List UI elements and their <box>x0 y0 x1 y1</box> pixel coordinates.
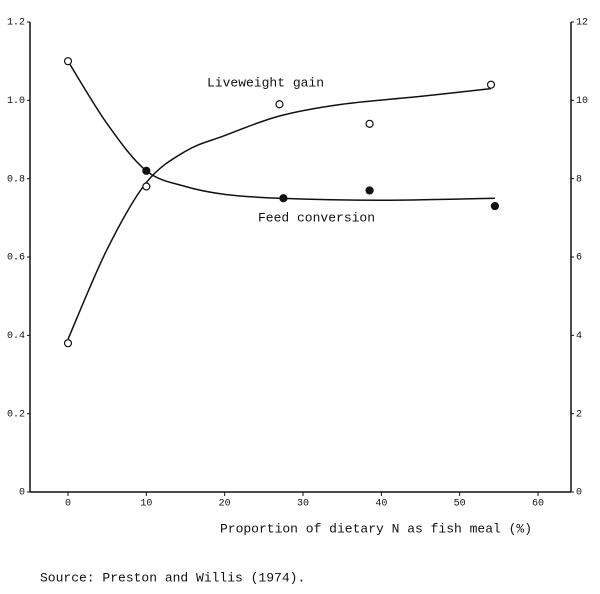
data-point <box>365 186 374 195</box>
data-point <box>486 80 496 89</box>
x-tick-label: 10 <box>140 499 152 510</box>
y2-tick-label: 8 <box>576 174 582 185</box>
x-axis-label: Proportion of dietary N as fish meal (%) <box>220 521 532 536</box>
y2-tick-label: 2 <box>576 409 582 420</box>
data-point <box>490 201 500 211</box>
data-point <box>63 57 73 66</box>
y-tick-label: 0.8 <box>7 174 25 185</box>
data-point <box>365 119 374 128</box>
y-tick-label: 0.2 <box>7 409 25 420</box>
y-tick-label: 0 <box>19 488 25 499</box>
x-tick-label: 50 <box>454 499 466 510</box>
y2-tick-label: 10 <box>576 96 588 107</box>
x-tick-label: 60 <box>532 499 544 510</box>
data-point <box>142 166 151 175</box>
data-point <box>63 339 73 348</box>
y-tick-label: 0.6 <box>7 253 25 264</box>
data-point <box>275 100 284 109</box>
data-point <box>142 182 151 191</box>
data-point <box>279 194 288 203</box>
source-note: Source: Preston and Willis (1974). <box>40 570 305 585</box>
fit-curve <box>67 87 492 340</box>
fit-curve <box>67 60 495 201</box>
x-tick-label: 40 <box>375 499 387 510</box>
x-tick-label: 30 <box>297 499 309 510</box>
y-tick-label: 0.4 <box>7 331 25 342</box>
series-label: Feed conversion <box>258 210 375 225</box>
y-tick-label: 1.2 <box>7 18 25 29</box>
y2-tick-label: 0 <box>576 488 582 499</box>
x-tick-label: 20 <box>219 499 231 510</box>
y2-tick-label: 12 <box>576 18 588 29</box>
y-tick-label: 1.0 <box>7 96 25 107</box>
series-label: Liveweight gain <box>207 75 324 90</box>
y2-tick-label: 4 <box>576 331 582 342</box>
x-tick-label: 0 <box>65 499 71 510</box>
y2-tick-label: 6 <box>576 253 582 264</box>
